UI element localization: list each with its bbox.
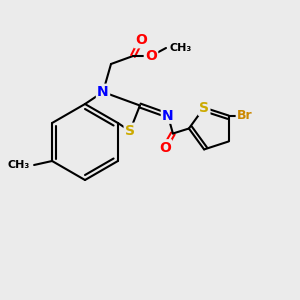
Text: Br: Br	[237, 109, 253, 122]
Text: N: N	[97, 85, 109, 99]
Text: CH₃: CH₃	[8, 160, 30, 170]
Text: S: S	[199, 100, 209, 115]
Text: N: N	[162, 109, 174, 122]
Text: O: O	[145, 49, 157, 63]
Text: S: S	[125, 124, 135, 138]
Text: O: O	[159, 140, 171, 154]
Text: O: O	[135, 33, 147, 47]
Text: CH₃: CH₃	[170, 43, 192, 53]
